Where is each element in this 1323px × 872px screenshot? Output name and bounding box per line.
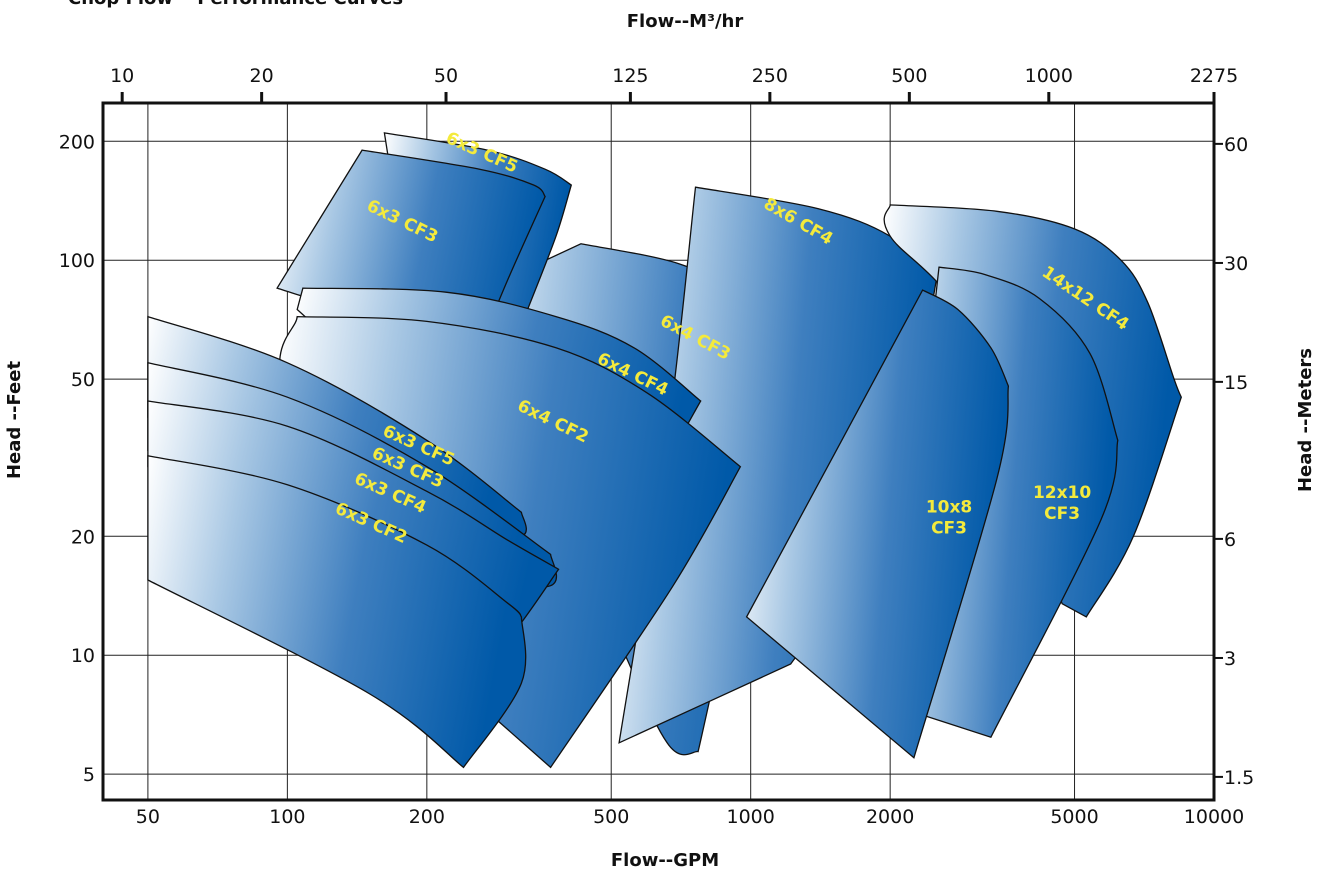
x-top-tick-label: 500 bbox=[891, 65, 927, 87]
plot-frame bbox=[101, 101, 1216, 802]
chart-title: Chop Flow™ Performance Curves bbox=[68, 0, 403, 9]
right-axis-title: Head --Meters bbox=[1295, 348, 1316, 492]
region-6x3-cf2 bbox=[147, 454, 527, 769]
x-bottom-tick-label: 10000 bbox=[1184, 806, 1244, 828]
y-left-tick-label: 50 bbox=[71, 369, 95, 391]
y-left-tick-label: 100 bbox=[59, 250, 95, 272]
region-label: 12x10 CF3 bbox=[1033, 483, 1091, 524]
region-10x8-cf3 bbox=[745, 289, 1010, 759]
axis-ticks: 50 100 200 500 1000 2000 5000 10000 5 10 20 50 100 20… bbox=[59, 65, 1254, 828]
performance-regions bbox=[147, 132, 1182, 769]
x-bottom-tick-label: 50 bbox=[136, 806, 160, 828]
x-top-tick-label: 250 bbox=[752, 65, 788, 87]
x-bottom-tick-label: 5000 bbox=[1050, 806, 1098, 828]
y-right-tick-label: 30 bbox=[1224, 253, 1248, 275]
region-label-line: 10x8 bbox=[926, 497, 972, 517]
x-bottom-tick-label: 2000 bbox=[866, 806, 914, 828]
y-left-tick-label: 10 bbox=[71, 645, 95, 667]
y-left-tick-label: 200 bbox=[59, 131, 95, 153]
x-top-tick-label: 20 bbox=[250, 65, 274, 87]
y-right-tick-label: 6 bbox=[1224, 529, 1236, 551]
y-right-tick-label: 15 bbox=[1224, 372, 1248, 394]
top-axis-title: Flow--M³/hr bbox=[627, 11, 744, 32]
x-bottom-tick-label: 1000 bbox=[727, 806, 775, 828]
y-left-tick-label: 20 bbox=[71, 526, 95, 548]
y-right-tick-label: 3 bbox=[1224, 648, 1236, 670]
x-top-tick-label: 1000 bbox=[1025, 65, 1073, 87]
y-right-tick-label: 1.5 bbox=[1224, 767, 1254, 789]
x-top-tick-label: 50 bbox=[434, 65, 458, 87]
x-bottom-tick-label: 500 bbox=[593, 806, 629, 828]
y-right-tick-label: 60 bbox=[1224, 134, 1248, 156]
x-bottom-tick-label: 200 bbox=[409, 806, 445, 828]
y-left-tick-label: 5 bbox=[83, 764, 95, 786]
region-label-line: CF3 bbox=[1044, 504, 1080, 524]
x-bottom-tick-label: 100 bbox=[269, 806, 305, 828]
left-axis-title: Head --Feet bbox=[4, 361, 25, 479]
x-top-tick-label: 10 bbox=[110, 65, 134, 87]
region-label-line: 12x10 bbox=[1033, 483, 1091, 503]
bottom-axis-title: Flow--GPM bbox=[611, 850, 719, 871]
x-top-tick-label: 125 bbox=[612, 65, 648, 87]
region-label-line: CF3 bbox=[931, 518, 967, 538]
region-label: 10x8 CF3 bbox=[926, 497, 972, 538]
x-top-tick-label: 2275 bbox=[1190, 65, 1238, 87]
